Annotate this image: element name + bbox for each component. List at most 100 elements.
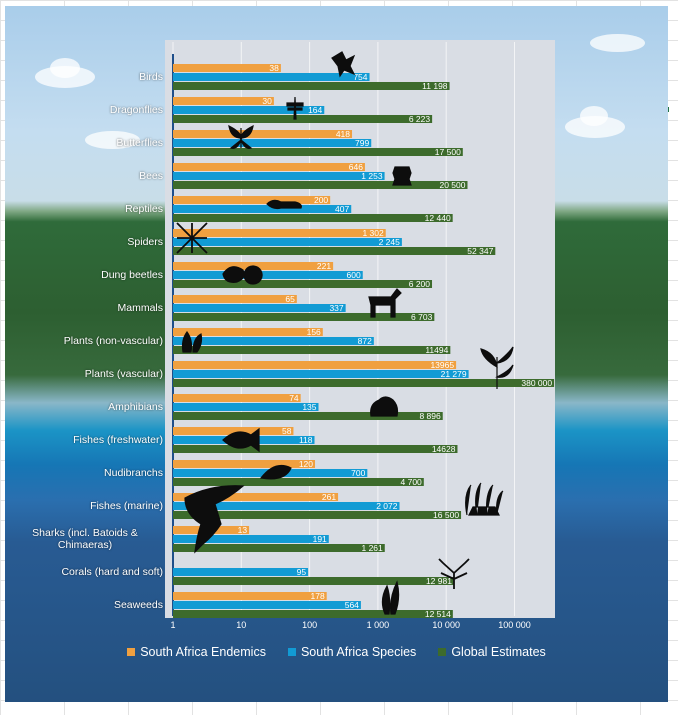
data-label: 164 xyxy=(308,105,322,115)
data-label: 6 223 xyxy=(409,114,431,124)
coral-icon-shape xyxy=(438,558,470,589)
bar xyxy=(173,148,463,156)
bar xyxy=(173,427,294,435)
category-label: Dung beetles xyxy=(101,269,163,281)
category-label: Mammals xyxy=(117,302,163,314)
data-label: 2 245 xyxy=(379,237,401,247)
plant-icon xyxy=(480,346,514,389)
spider-web-icon-shape xyxy=(176,222,208,254)
seaweed-icon xyxy=(381,580,400,615)
shark-icon xyxy=(184,485,245,554)
x-tick-label: 1 000 xyxy=(366,620,390,630)
bar xyxy=(173,205,352,213)
data-label: 1 261 xyxy=(361,543,383,553)
x-tick-label: 1 xyxy=(170,620,176,630)
x-tick-label: 10 000 xyxy=(432,620,460,630)
dragonfly-icon xyxy=(286,96,304,120)
data-label: 12 981 xyxy=(426,576,452,586)
category-label: Sharks (incl. Batoids & Chimaeras) xyxy=(32,527,138,551)
data-label: 38 xyxy=(269,63,279,73)
data-label: 700 xyxy=(351,468,365,478)
category-label: Corals (hard and soft) xyxy=(61,566,163,578)
category-label: Plants (non-vascular) xyxy=(63,335,163,347)
category-label: Fishes (freshwater) xyxy=(73,434,163,446)
data-label: 221 xyxy=(317,261,331,271)
data-label: 14628 xyxy=(432,444,456,454)
bar xyxy=(173,535,329,543)
bar xyxy=(173,115,433,123)
bar xyxy=(173,403,319,411)
data-label: 118 xyxy=(299,435,313,445)
data-label: 418 xyxy=(336,129,350,139)
data-label: 380 000 xyxy=(521,378,552,388)
bar xyxy=(173,172,385,180)
category-label: Dragonflies xyxy=(109,104,163,116)
data-label: 2 072 xyxy=(376,501,398,511)
category-label: Bees xyxy=(139,170,163,182)
dung-beetle-icon xyxy=(222,265,263,285)
cloud xyxy=(85,131,140,149)
dung-beetle-icon-shape xyxy=(222,265,263,285)
data-label: 156 xyxy=(307,327,321,337)
legend-item: South Africa Species xyxy=(287,645,416,659)
data-label: 407 xyxy=(335,204,349,214)
data-label: 120 xyxy=(299,459,313,469)
bar xyxy=(173,64,281,72)
bar xyxy=(173,97,274,105)
nudibranch-icon-shape xyxy=(259,465,292,480)
bar xyxy=(173,577,454,585)
data-label: 200 xyxy=(314,195,328,205)
dragonfly-icon-shape xyxy=(286,96,304,120)
data-label: 799 xyxy=(355,138,369,148)
data-label: 646 xyxy=(349,162,363,172)
bar xyxy=(173,601,361,609)
data-label: 872 xyxy=(358,336,372,346)
chart-area[interactable]: 38 754 11 198 30 164 6 223 418 799 17 500 646 1 25… xyxy=(5,6,668,702)
data-label: 754 xyxy=(353,72,367,82)
bar xyxy=(173,181,468,189)
category-label: Fishes (marine) xyxy=(90,500,163,512)
bar xyxy=(173,295,297,303)
category-label: Seaweeds xyxy=(113,599,163,611)
frog-icon-shape xyxy=(370,396,399,417)
cloud xyxy=(590,34,645,52)
moss-icon-shape xyxy=(181,330,203,353)
data-label: 337 xyxy=(329,303,343,313)
bar xyxy=(173,361,457,369)
data-label: 1 302 xyxy=(362,228,384,238)
bar xyxy=(173,493,339,501)
bar xyxy=(173,544,385,552)
data-label: 13 xyxy=(238,525,248,535)
category-label: Reptiles xyxy=(125,203,163,215)
data-label: 16 500 xyxy=(433,510,459,520)
bar xyxy=(173,460,316,468)
data-label: 52 347 xyxy=(467,246,493,256)
legend-item: Global Estimates xyxy=(438,645,546,659)
x-tick-label: 100 xyxy=(302,620,318,630)
data-label: 135 xyxy=(302,402,316,412)
data-label: 58 xyxy=(282,426,292,436)
category-label: Amphibians xyxy=(108,401,163,413)
legend-label: South Africa Endemics xyxy=(140,645,266,659)
anemone-icon xyxy=(465,482,504,516)
bar xyxy=(173,445,458,453)
anemone-icon-shape xyxy=(465,482,504,516)
bar xyxy=(173,130,353,138)
bar xyxy=(173,328,323,336)
data-label: 17 500 xyxy=(435,147,461,157)
bar xyxy=(173,139,372,147)
legend: South Africa Endemics South Africa Speci… xyxy=(5,642,668,662)
bar xyxy=(173,304,346,312)
zebra-icon-shape xyxy=(368,288,402,318)
frog-icon xyxy=(370,396,399,417)
bar xyxy=(173,610,453,618)
category-label: Birds xyxy=(139,71,163,83)
bar xyxy=(173,106,325,114)
data-label: 74 xyxy=(289,393,299,403)
bar xyxy=(173,229,386,237)
eagle-icon-shape xyxy=(331,51,356,78)
cloud xyxy=(50,58,80,78)
bar xyxy=(173,502,400,510)
x-tick-label: 100 000 xyxy=(498,620,531,630)
